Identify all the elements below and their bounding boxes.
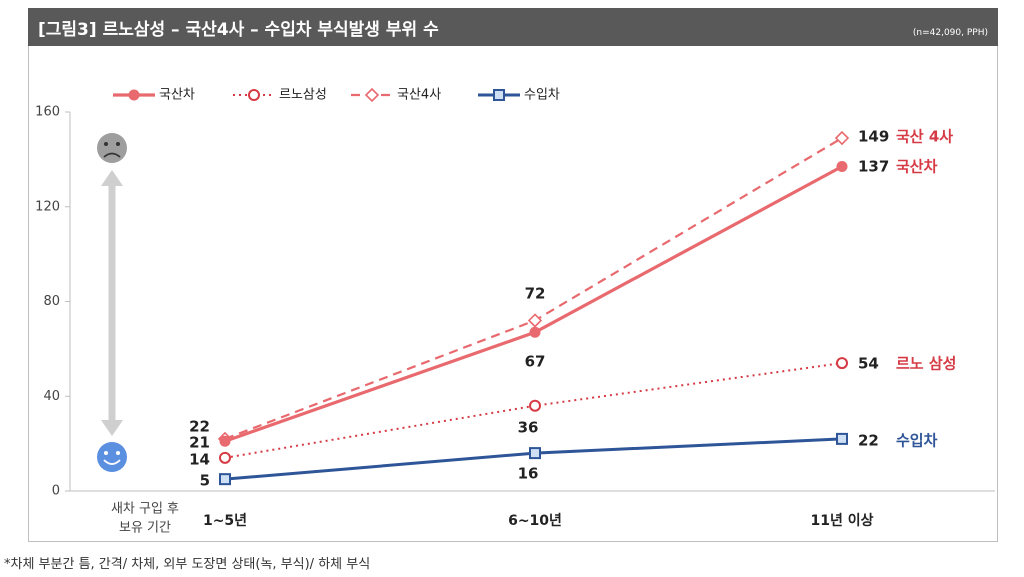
sample-size-note: (n=42,090, PPH) (912, 28, 988, 38)
x-axis-label: 보유 기간 (119, 521, 171, 536)
data-label: 21 (189, 434, 210, 452)
data-point (529, 447, 541, 460)
y-tick-label: 160 (35, 105, 60, 120)
data-point (836, 160, 848, 172)
arrow-head-down (101, 420, 123, 436)
legend-item: 르노삼성 (233, 88, 327, 103)
data-label: 16 (518, 465, 539, 483)
data-point (527, 313, 543, 328)
series-국산차 (219, 160, 848, 447)
chart-header: [그림3] 르노삼성 – 국산4사 – 수입차 부식발생 부위 수 (n=42,… (28, 8, 998, 46)
x-tick-label: 6~10년 (508, 513, 562, 529)
legend-item: 국산차 (113, 88, 195, 103)
legend-label: 르노삼성 (279, 88, 327, 103)
legend-item: 국산4사 (351, 88, 441, 103)
data-label: 14 (189, 451, 210, 469)
eye (104, 451, 108, 455)
data-point (529, 399, 541, 412)
data-point (248, 89, 260, 101)
legend-item: 수입차 (478, 88, 560, 103)
series-수입차 (219, 432, 848, 486)
data-point (219, 451, 231, 464)
legend-label: 수입차 (524, 88, 560, 103)
data-point (493, 89, 505, 101)
y-tick-label: 120 (35, 199, 60, 214)
footnote: *차체 부분간 틈, 간격/ 차체, 외부 도장면 상태(녹, 부식)/ 하체 … (4, 557, 371, 572)
data-label: 137 (858, 158, 889, 176)
data-label: 67 (525, 353, 546, 371)
series-end-label: 국산차 (896, 158, 938, 176)
data-point (364, 87, 380, 103)
data-point (529, 326, 541, 338)
data-point (128, 89, 140, 101)
series-국산4사 (217, 130, 850, 447)
data-label: 36 (518, 419, 539, 437)
legend-label: 국산4사 (397, 88, 441, 103)
sad-face-circle (97, 133, 127, 163)
legend: 국산차 르노삼성 국산4사 수입차 (113, 88, 560, 103)
mouth (103, 152, 121, 158)
axes: 0 40 80 120 160 1~5년 6~10년 11년 이상 새차 구입 후보유 기간 (35, 105, 995, 536)
data-label: 5 (200, 472, 210, 490)
arrow-head-up (101, 170, 123, 186)
smile-face-icon (97, 442, 127, 472)
legend-label: 국산차 (159, 88, 195, 103)
series-end-label: 국산 4사 (896, 128, 953, 146)
data-point (836, 357, 848, 370)
chart-frame (28, 46, 998, 542)
data-label: 149 (858, 128, 889, 146)
series-르노삼성 (219, 357, 848, 464)
sad-face-icon (97, 133, 127, 163)
data-label: 72 (525, 285, 546, 303)
y-tick-label: 40 (43, 389, 60, 404)
data-point (834, 130, 850, 146)
data-point (836, 432, 848, 445)
x-axis-label: 새차 구입 후 (111, 502, 179, 517)
series-end-label: 수입차 (896, 432, 938, 450)
x-tick-label: 1~5년 (203, 513, 247, 529)
eye (116, 142, 120, 146)
smile-face-circle (97, 442, 127, 472)
y-tick-label: 80 (43, 294, 60, 309)
x-tick-label: 11년 이상 (811, 512, 874, 529)
data-label: 22 (189, 418, 210, 436)
mouth (103, 459, 121, 465)
y-tick-label: 0 (52, 484, 60, 499)
eye (104, 142, 108, 146)
data-label: 22 (858, 432, 879, 450)
eye (116, 451, 120, 455)
chart-title: [그림3] 르노삼성 – 국산4사 – 수입차 부식발생 부위 수 (38, 20, 439, 40)
data-label: 54 (858, 355, 879, 373)
direction-indicator (97, 133, 127, 472)
data-point (219, 435, 231, 447)
data-point (219, 473, 231, 486)
series-end-label: 르노 삼성 (896, 355, 956, 373)
